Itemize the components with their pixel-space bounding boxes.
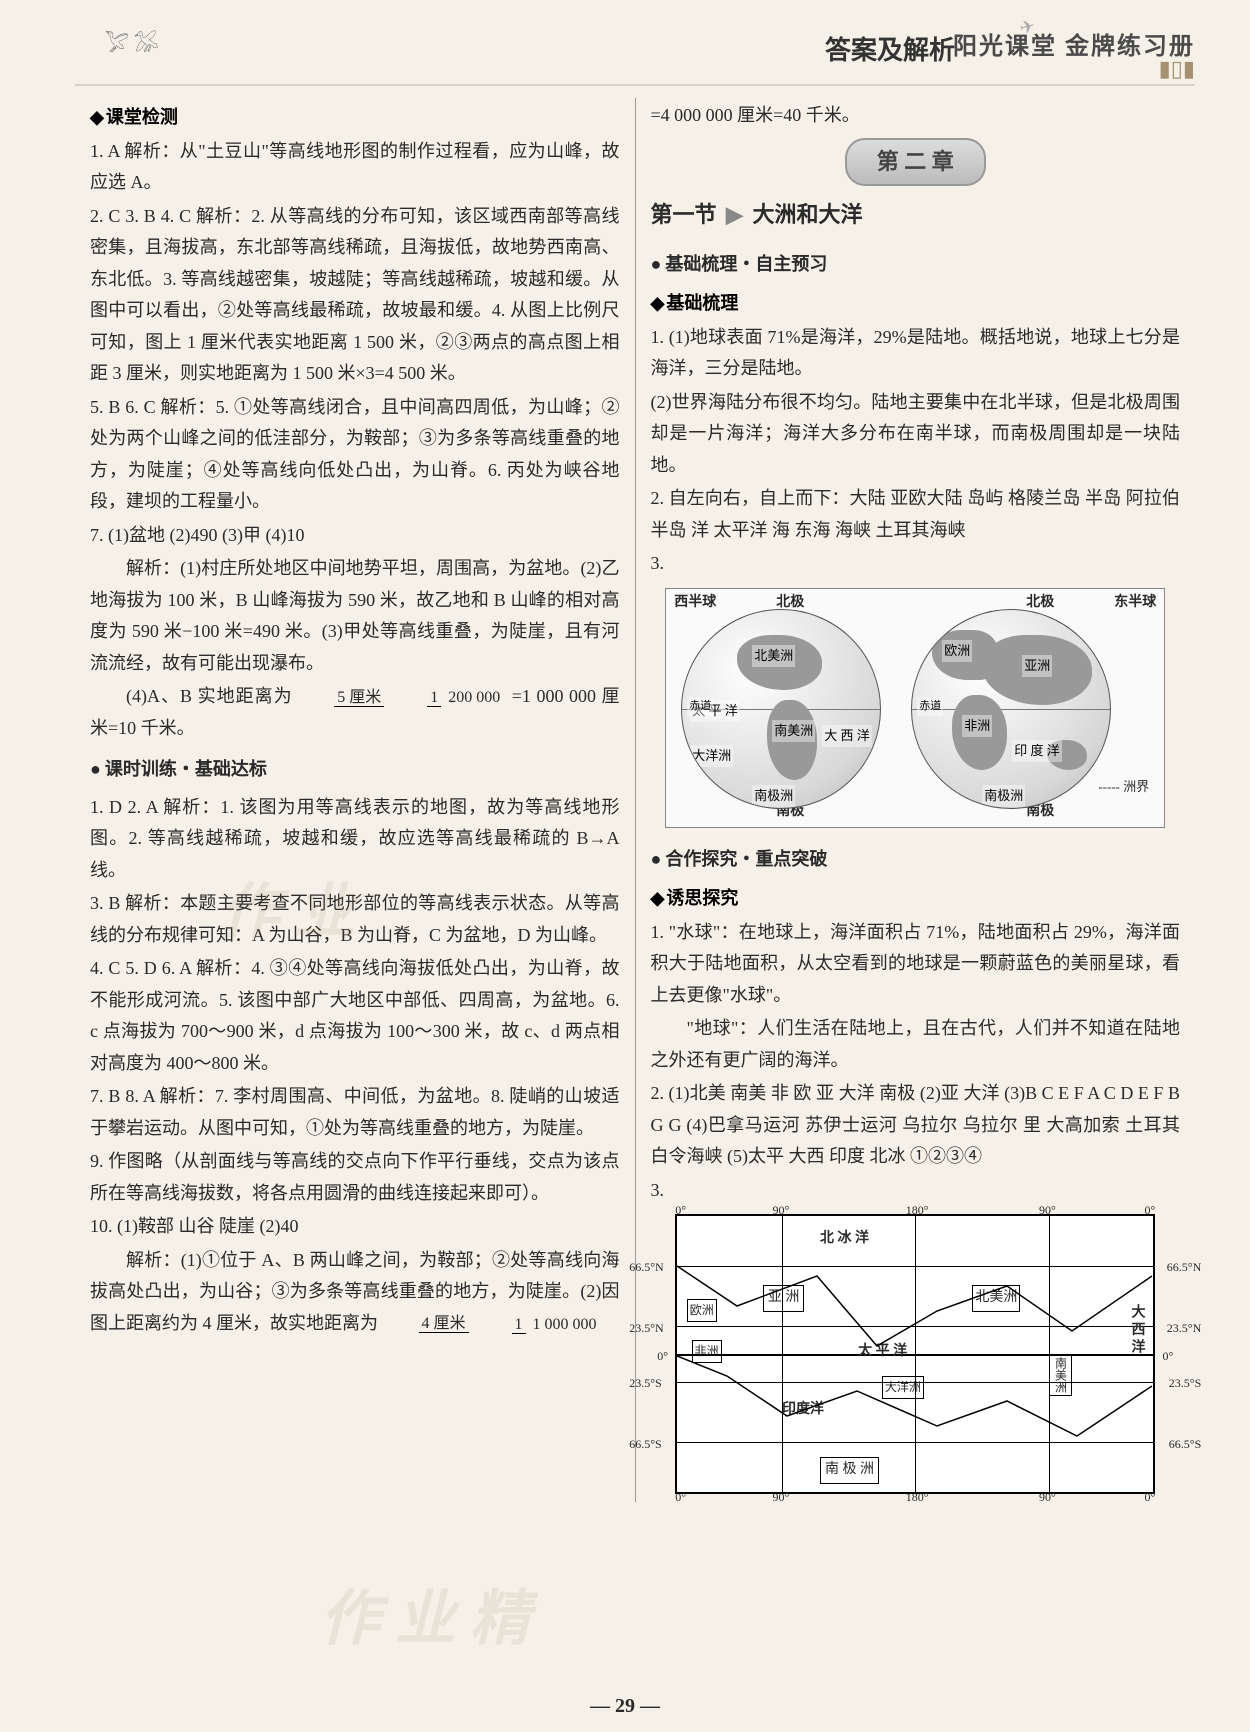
t4-6: 4. C 5. D 6. A 解析：4. ③④处等高线向海拔低处凸出，为山脊，故…: [90, 953, 620, 1079]
lat235n-l: 23.5°N: [629, 1318, 663, 1339]
lbl-oc: 大洋洲: [690, 745, 733, 768]
building-icon: ▮▯▮: [1159, 50, 1195, 89]
lat235s-r: 23.5°S: [1169, 1373, 1201, 1394]
r1: 1. (1)地球表面 71%是海洋，29%是陆地。概括地说，地球上七分是海洋，三…: [651, 322, 1181, 385]
lbl-an1: 南极洲: [752, 785, 795, 808]
page-header: 𓅯 𓅮 ✈ 答案及解析 阳光课堂 金牌练习册 ▮▯▮: [75, 10, 1195, 86]
chapter-badge: 第 二 章: [651, 138, 1181, 187]
lat665s-l: 66.5°S: [629, 1434, 661, 1455]
fraction-1: 5 厘米 1 200 000: [298, 689, 506, 707]
q1: 1. A 解析：从"土豆山"等高线地形图的制作过程看，应为山峰，故应选 A。: [90, 136, 620, 199]
map2-lines: [677, 1216, 1153, 1492]
q7-4: (4)A、B 实地距离为 5 厘米 1 200 000 =1 000 000 厘…: [90, 681, 620, 744]
frac-num: 5 厘米: [334, 689, 384, 707]
lbl-atl: 大 西 洋: [822, 725, 872, 748]
t7-8: 7. B 8. A 解析：7. 李村周围高、中间低，为盆地。8. 陡峭的山坡适于…: [90, 1081, 620, 1144]
lat665n-r: 66.5°N: [1167, 1257, 1201, 1278]
q5-6: 5. B 6. C 解析：5. ①处等高线闭合，且中间高四周低，为山峰；②处为两…: [90, 392, 620, 518]
chapter-label: 第 二 章: [845, 138, 986, 187]
lat0-l: 0°: [657, 1346, 668, 1367]
label-west: 西半球: [674, 591, 716, 616]
frac2-den: 1 1 000 000: [473, 1315, 603, 1332]
topline: =4 000 000 厘米=40 千米。: [651, 100, 1181, 132]
heading-jichu: 基础梳理・自主预习: [651, 249, 828, 281]
r2: (2)世界海陆分布很不均匀。陆地主要集中在北半球，但是北极周围却是一片海洋；海洋…: [651, 387, 1181, 482]
frac-den: 1 200 000: [388, 689, 506, 706]
lat665n-l: 66.5°N: [629, 1257, 663, 1278]
lbl-an2: 南极洲: [982, 785, 1025, 808]
content-columns: 课堂检测 1. A 解析：从"土豆山"等高线地形图的制作过程看，应为山峰，故应选…: [75, 98, 1195, 1502]
lbl-as: 亚洲: [1022, 655, 1052, 678]
lbl-na: 北美洲: [752, 645, 795, 668]
lbl-eq1: 赤道: [687, 697, 713, 716]
r4: 3.: [651, 548, 1181, 580]
frac2-num: 4 厘米: [419, 1315, 469, 1333]
label-east: 东半球: [1114, 591, 1156, 616]
lbl-legend: ----- 洲界: [1098, 776, 1149, 799]
t3: 3. B 解析：本题主要考查不同地形部位的等高线表示状态。从等高线的分布规律可知…: [90, 888, 620, 951]
q7: 7. (1)盆地 (2)490 (3)甲 (4)10: [90, 520, 620, 552]
watermark-2: 作 业 精: [320, 1567, 530, 1672]
r3: 2. 自左向右，自上而下：大陆 亚欧大陆 岛屿 格陵兰岛 半岛 阿拉伯半岛 洋 …: [651, 483, 1181, 546]
arrow-icon: ▶: [726, 202, 743, 227]
globe-west: 北美洲 南美洲 太 平 洋 大洋洲 大 西 洋 赤道 南极洲: [681, 609, 881, 809]
t10-analysis: 解析：(1)①位于 A、B 两山峰之间，为鞍部；②处等高线向海拔高处凸出，为山谷…: [90, 1245, 620, 1340]
lbl-af: 非洲: [962, 715, 992, 738]
section-1-title: 第一节 ▶ 大洲和大洋: [651, 196, 1181, 235]
heading-class-check: 课堂检测: [90, 102, 620, 134]
lbl-ind: 印 度 洋: [1012, 740, 1062, 763]
sec1-name: 大洲和大洋: [752, 202, 862, 227]
y2: 2. (1)北美 南美 非 欧 亚 大洋 南极 (2)亚 大洋 (3)B C E…: [651, 1078, 1181, 1173]
globe-east: 欧洲 亚洲 非洲 印 度 洋 赤道 南极洲: [911, 609, 1111, 809]
q7-analysis: 解析：(1)村庄所处地区中间地势平坦，周围高，为盆地。(2)乙地海拔为 100 …: [90, 553, 620, 679]
page-number: 29: [590, 1689, 660, 1724]
lat0-r: 0°: [1162, 1346, 1173, 1367]
heading-yousi: 诱思探究: [651, 883, 1181, 915]
heading-timed: 课时训练・基础达标: [90, 754, 267, 786]
lbl-eq2: 赤道: [917, 697, 943, 716]
t10: 10. (1)鞍部 山谷 陡崖 (2)40: [90, 1211, 620, 1243]
lat665s-r: 66.5°S: [1169, 1434, 1201, 1455]
heading-hezuo: 合作探究・重点突破: [651, 844, 828, 876]
lbl-eu: 欧洲: [942, 640, 972, 663]
t9: 9. 作图略（从剖面线与等高线的交点向下作平行垂线，交点为该点所在等高线海拔数，…: [90, 1146, 620, 1209]
sec1-num: 第一节: [651, 202, 717, 227]
right-column: =4 000 000 厘米=40 千米。 第 二 章 第一节 ▶ 大洲和大洋 基…: [636, 98, 1196, 1502]
fraction-2: 4 厘米 1 1 000 000: [383, 1315, 603, 1333]
t1-2: 1. D 2. A 解析：1. 该图为用等高线表示的地图，故为等高线地形图。2.…: [90, 792, 620, 887]
lbl-sa: 南美洲: [772, 720, 815, 743]
left-column: 课堂检测 1. A 解析：从"土豆山"等高线地形图的制作过程看，应为山峰，故应选…: [75, 98, 635, 1502]
lat235n-r: 23.5°N: [1167, 1318, 1201, 1339]
y1: 1. "水球"：在地球上，海洋面积占 71%，陆地面积占 29%，海洋面积大于陆…: [651, 917, 1181, 1012]
hemispheres-map: 西半球 东半球 北极 北极 南极 南极 北美洲 南美洲 太 平 洋 大洋洲 大 …: [665, 588, 1165, 828]
q2-4: 2. C 3. B 4. C 解析：2. 从等高线的分布可知，该区域西南部等高线…: [90, 201, 620, 390]
q7-4-pre: (4)A、B 实地距离为: [126, 686, 298, 706]
lat235s-l: 23.5°S: [629, 1373, 661, 1394]
world-grid-map: 0° 90° 180° 90° 0° 0° 90° 180° 90° 0° 66…: [675, 1214, 1155, 1494]
heading-jichu2: 基础梳理: [651, 288, 1181, 320]
birds-icon: 𓅯 𓅮: [105, 28, 159, 63]
y1b: "地球"：人们生活在陆地上，且在古代，人们并不知道在陆地之外还有更广阔的海洋。: [651, 1013, 1181, 1076]
header-title: 答案及解析: [825, 28, 955, 74]
